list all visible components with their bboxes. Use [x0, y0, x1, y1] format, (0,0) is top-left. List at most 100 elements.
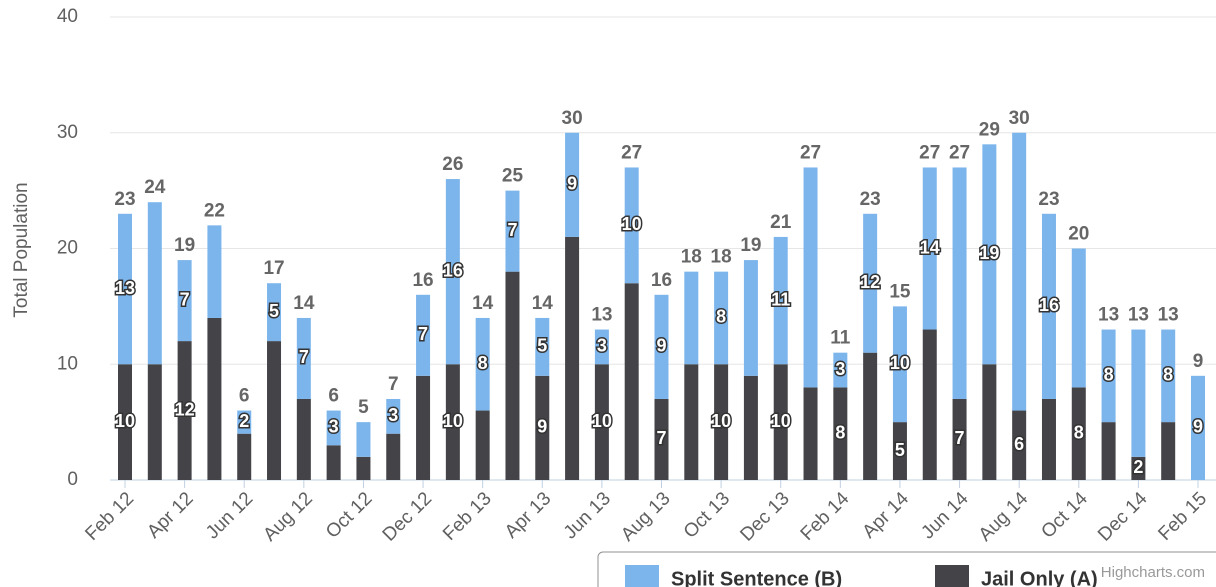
- bar-segment: [922, 167, 937, 330]
- bar-segment: [177, 260, 192, 342]
- bar-segment: [177, 341, 192, 480]
- stack-label: 7: [388, 374, 399, 395]
- bar-segment: [207, 225, 222, 318]
- stack-label: 21: [770, 212, 792, 233]
- bar-segment: [684, 364, 699, 480]
- bar-segment: [773, 236, 788, 365]
- data-label: 5: [537, 336, 547, 356]
- bar-segment: [1191, 375, 1205, 480]
- y-tick-label: 30: [57, 122, 78, 143]
- bar-segment: [1071, 248, 1086, 388]
- stack-label: 19: [174, 235, 195, 256]
- bar-segment: [594, 364, 609, 480]
- bar-segment: [1041, 213, 1056, 399]
- bar-segment: [624, 283, 639, 480]
- legend-box: [597, 551, 1216, 587]
- data-label: 3: [835, 359, 845, 379]
- stack-label: 16: [412, 270, 433, 291]
- stack-label: 5: [358, 397, 369, 418]
- bar-segment: [743, 260, 758, 376]
- bar-segment: [654, 294, 669, 399]
- y-tick-label: 20: [57, 238, 78, 259]
- data-label: 7: [299, 347, 309, 367]
- y-axis-title: Total Population: [11, 182, 32, 317]
- stack-label: 15: [889, 281, 911, 302]
- y-tick-label: 0: [67, 469, 78, 490]
- data-label: 8: [478, 353, 488, 373]
- bar-segment: [833, 387, 848, 480]
- bar-segment: [833, 352, 848, 388]
- data-label: 10: [890, 353, 910, 373]
- data-label: 8: [716, 307, 726, 327]
- data-label: 9: [537, 417, 547, 437]
- bar-segment: [416, 294, 431, 376]
- data-label: 2: [1133, 457, 1143, 477]
- bar-segment: [982, 364, 997, 480]
- data-label: 7: [656, 428, 666, 448]
- stack-label: 14: [532, 293, 554, 314]
- data-label: 10: [622, 214, 642, 234]
- stack-label: 30: [562, 108, 583, 129]
- bar-segment: [952, 398, 967, 480]
- data-label: 7: [180, 289, 190, 309]
- y-tick-label: 40: [57, 6, 78, 27]
- stack-label: 6: [239, 386, 250, 407]
- bar-segment: [147, 364, 162, 480]
- stack-label: 23: [1038, 189, 1059, 210]
- data-label: 14: [920, 237, 940, 257]
- legend-label: Split Sentence (B): [671, 568, 842, 587]
- bar-segment: [118, 213, 132, 365]
- bar-segment: [1012, 132, 1027, 411]
- x-tick-label: Feb 12: [81, 488, 138, 545]
- x-tick-label: Feb 13: [439, 488, 496, 545]
- bar-segment: [267, 341, 282, 480]
- data-label: 10: [443, 411, 463, 431]
- bar-segment: [1131, 456, 1146, 480]
- x-tick-label: Dec 13: [736, 488, 793, 545]
- bar-segment: [1131, 329, 1146, 457]
- data-label: 9: [656, 336, 666, 356]
- x-tick-label: Oct 14: [1037, 488, 1092, 543]
- data-label: 7: [418, 324, 428, 344]
- data-label: 8: [1104, 365, 1114, 385]
- bar-segment: [356, 456, 371, 480]
- x-tick-label: Feb 14: [797, 488, 854, 545]
- bar-segment: [296, 398, 311, 480]
- bar-segment: [237, 410, 252, 434]
- x-tick-label: Apr 12: [143, 488, 197, 542]
- bar-segment: [386, 398, 401, 434]
- data-label: 10: [771, 411, 791, 431]
- stack-label: 18: [711, 247, 732, 268]
- x-tick-label: Oct 13: [680, 488, 734, 542]
- bar-segment: [773, 364, 788, 480]
- bar-segment: [803, 387, 818, 480]
- stack-label: 18: [681, 247, 702, 268]
- bar-segment: [803, 167, 818, 388]
- bar-segment: [1012, 410, 1027, 480]
- stack-label: 20: [1068, 224, 1089, 245]
- stack-label: 13: [1098, 305, 1119, 326]
- stack-label: 22: [204, 200, 225, 221]
- bar-segment: [237, 433, 252, 480]
- bar-segment: [743, 375, 758, 480]
- stack-label: 27: [919, 142, 940, 163]
- stack-label: 9: [1193, 351, 1204, 372]
- data-label: 7: [507, 220, 517, 240]
- bar-segment: [267, 283, 282, 342]
- bar-segment: [475, 410, 490, 480]
- stack-label: 11: [830, 328, 851, 349]
- data-label: 13: [115, 278, 135, 298]
- bar-segment: [1101, 422, 1116, 480]
- stack-label: 19: [740, 235, 761, 256]
- stack-label: 27: [949, 142, 970, 163]
- data-label: 16: [443, 260, 463, 280]
- bar-segment: [654, 398, 669, 480]
- bar-segment: [416, 375, 431, 480]
- stack-label: 13: [1158, 305, 1179, 326]
- data-label: 10: [592, 411, 612, 431]
- data-label: 3: [597, 336, 607, 356]
- data-label: 9: [567, 174, 577, 194]
- stack-label: 13: [591, 305, 612, 326]
- bar-segment: [356, 422, 371, 457]
